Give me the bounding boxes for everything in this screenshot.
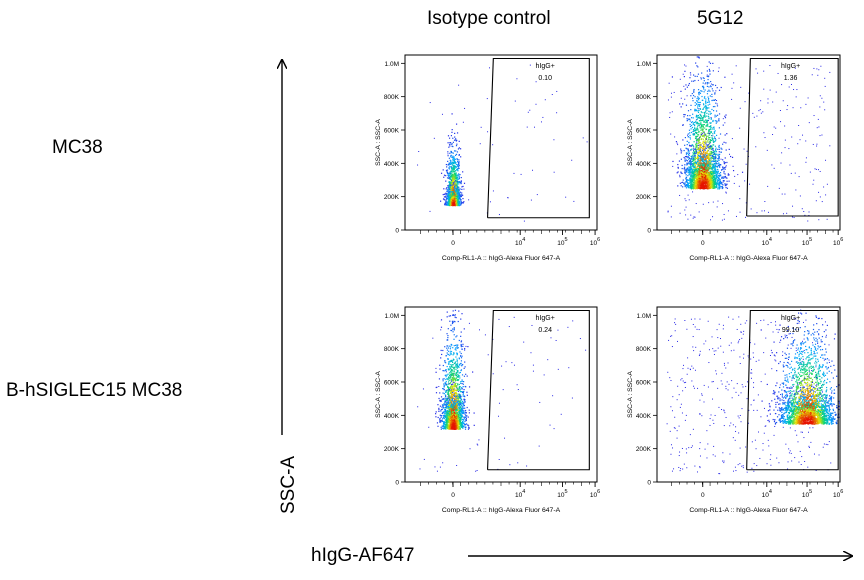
plot-x-label: Comp-RL1-A :: hIgG-Alexa Fluor 647-A	[689, 507, 808, 514]
row-label-bhsiglec15: B-hSIGLEC15 MC38	[6, 380, 183, 401]
y-tick-label: 1.0M	[385, 313, 399, 320]
x-tick-label: 104	[762, 237, 772, 247]
flow-plot: 0 200K 400K 600K 800K 1.0M 0 104 105 106 Comp-RL1-…	[627, 306, 843, 514]
plot-y-label: SSC-A : SSC-A	[627, 119, 634, 166]
x-tick-label: 106	[833, 489, 843, 499]
flow-plot: 0 200K 400K 600K 800K 1.0M 0 104 105 106 Comp-RL1-…	[627, 54, 843, 262]
y-tick-label: 800K	[384, 346, 400, 353]
x-tick-label: 0	[701, 240, 705, 247]
event-dots	[417, 309, 587, 472]
event-dots	[667, 56, 831, 222]
plot-y-label: SSC-A : SSC-A	[375, 119, 382, 166]
y-tick-label: 600K	[636, 128, 652, 135]
y-tick-label: 800K	[636, 346, 652, 353]
gate-percent: 0.10	[538, 75, 552, 82]
x-tick-label: 104	[762, 489, 772, 499]
gate-name: hIgG+	[536, 63, 555, 70]
figure-x-label: hIgG-AF647	[311, 545, 415, 566]
x-tick-label: 106	[833, 237, 843, 247]
plot-x-label: Comp-RL1-A :: hIgG-Alexa Fluor 647-A	[689, 255, 808, 262]
y-tick-label: 800K	[636, 94, 652, 101]
gate-polygon	[487, 309, 590, 471]
y-tick-label: 0	[395, 228, 399, 235]
gate-polygon	[746, 309, 839, 471]
plot-frame	[404, 54, 598, 231]
x-tick-label: 106	[590, 237, 600, 247]
y-tick-label: 200K	[636, 194, 652, 201]
x-tick-label: 0	[451, 240, 455, 247]
plot-x-label: Comp-RL1-A :: hIgG-Alexa Fluor 647-A	[442, 507, 561, 514]
y-tick-label: 0	[647, 228, 651, 235]
y-tick-label: 400K	[636, 161, 652, 168]
column-title-5g12: 5G12	[697, 8, 744, 29]
plot-y-label: SSC-A : SSC-A	[627, 371, 634, 418]
x-tick-label: 105	[802, 489, 812, 499]
y-tick-label: 1.0M	[385, 61, 399, 68]
x-tick-label: 104	[515, 489, 525, 499]
x-tick-label: 106	[590, 489, 600, 499]
gate-percent: 99.10	[782, 327, 800, 334]
y-tick-label: 200K	[384, 446, 400, 453]
x-tick-label: 105	[802, 237, 812, 247]
y-tick-label: 1.0M	[637, 61, 651, 68]
x-tick-label: 0	[701, 492, 705, 499]
plot-y-label: SSC-A : SSC-A	[375, 371, 382, 418]
plot-x-label: Comp-RL1-A :: hIgG-Alexa Fluor 647-A	[442, 255, 561, 262]
event-dots	[417, 64, 588, 222]
x-tick-label: 105	[557, 489, 567, 499]
y-tick-label: 600K	[384, 380, 400, 387]
flow-plot: 0 200K 400K 600K 800K 1.0M 0 104 105 106 Comp-RL1-…	[375, 306, 600, 514]
y-tick-label: 200K	[636, 446, 652, 453]
gate-name: hIgG+	[781, 63, 800, 70]
x-tick-label: 0	[451, 492, 455, 499]
x-tick-label: 105	[557, 237, 567, 247]
column-title-isotype: Isotype control	[427, 8, 551, 29]
gate-percent: 1.36	[784, 75, 798, 82]
y-tick-label: 800K	[384, 94, 400, 101]
y-tick-label: 1.0M	[637, 313, 651, 320]
event-dots	[666, 309, 841, 475]
plot-frame	[404, 306, 598, 483]
row-label-mc38: MC38	[52, 137, 103, 158]
y-tick-label: 400K	[384, 413, 400, 420]
y-tick-label: 600K	[384, 128, 400, 135]
y-tick-label: 0	[395, 480, 399, 487]
gate-name: hIgG+	[536, 315, 555, 322]
y-tick-label: 400K	[384, 161, 400, 168]
gate-polygon	[487, 57, 590, 219]
y-tick-label: 0	[647, 480, 651, 487]
y-tick-label: 200K	[384, 194, 400, 201]
gate-name: hIgG+	[781, 315, 800, 322]
x-tick-label: 104	[515, 237, 525, 247]
flow-plot: 0 200K 400K 600K 800K 1.0M 0 104 105 106 Comp-RL1-…	[375, 54, 600, 262]
gate-percent: 0.24	[538, 327, 552, 334]
y-tick-label: 400K	[636, 413, 652, 420]
y-tick-label: 600K	[636, 380, 652, 387]
gate-polygon	[746, 57, 839, 217]
